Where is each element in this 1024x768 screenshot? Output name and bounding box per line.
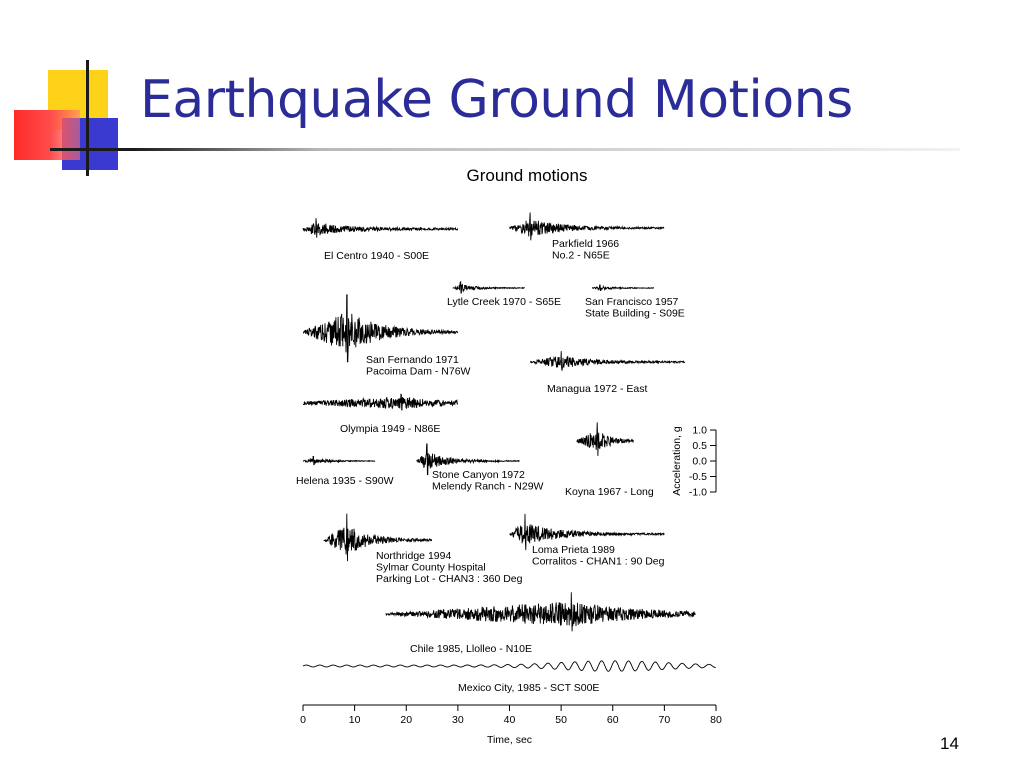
x-tick-label: 50 (555, 714, 567, 726)
trace-label-san-francisco: State Building - S09E (585, 308, 685, 320)
trace-label-chile: Chile 1985, Llolleo - N10E (410, 643, 532, 655)
slide-number: 14 (940, 734, 959, 753)
trace-helena (302, 455, 376, 466)
trace-label-loma-prieta: Corralitos - CHAN1 : 90 Deg (532, 556, 665, 568)
x-tick-label: 60 (607, 714, 619, 726)
chart-title: Ground motions (467, 166, 588, 185)
slide-title: Earthquake Ground Motions (140, 70, 853, 130)
trace-olympia (303, 393, 459, 411)
y-axis-label: Acceleration, g (671, 426, 683, 496)
trace-northridge (323, 513, 433, 562)
trace-el-centro (302, 218, 459, 238)
trace-san-fernando (302, 294, 459, 363)
trace-label-parkfield: No.2 - N65E (552, 250, 610, 262)
trace-koyna (576, 422, 634, 456)
x-tick-label: 0 (300, 714, 306, 726)
trace-label-loma-prieta: Loma Prieta 1989 (532, 544, 615, 556)
trace-label-helena: Helena 1935 - S90W (296, 475, 394, 487)
x-tick-label: 20 (400, 714, 412, 726)
x-tick-label: 10 (349, 714, 361, 726)
x-axis-label: Time, sec (487, 734, 532, 746)
trace-lytle-creek (452, 281, 525, 294)
title-decoration-vertical-rule (86, 60, 89, 176)
trace-group: El Centro 1940 - S00E Parkfield 1966No.2 … (296, 212, 716, 694)
trace-label-san-fernando: San Fernando 1971 (366, 354, 459, 366)
acceleration-scale-bar: 1.0 0.5 0.0 -0.5 -1.0 Acceleration, g (671, 425, 717, 499)
trace-label-olympia: Olympia 1949 - N86E (340, 423, 440, 435)
trace-stone-canyon (416, 443, 520, 476)
trace-label-stone-canyon: Melendy Ranch - N29W (432, 481, 544, 493)
trace-label-koyna: Koyna 1967 - Long (565, 486, 654, 498)
trace-label-northridge: Parking Lot - CHAN3 : 360 Deg (376, 573, 523, 585)
trace-loma-prieta (509, 513, 665, 551)
y-tick-label: -1.0 (689, 487, 707, 499)
y-tick-label: -0.5 (689, 471, 707, 483)
trace-label-northridge: Northridge 1994 (376, 550, 451, 562)
trace-label-san-francisco: San Francisco 1957 (585, 296, 679, 308)
trace-parkfield (509, 212, 665, 241)
time-axis: 0 10 20 30 40 50 60 70 80 Time, sec (300, 704, 722, 746)
trace-label-el-centro: El Centro 1940 - S00E (324, 250, 429, 262)
trace-label-parkfield: Parkfield 1966 (552, 238, 619, 250)
x-tick-label: 80 (710, 714, 722, 726)
y-tick-label: 0.0 (692, 456, 707, 468)
title-underline-rule (50, 148, 960, 151)
trace-managua (529, 351, 686, 371)
trace-label-stone-canyon: Stone Canyon 1972 (432, 469, 525, 481)
x-tick-label: 70 (659, 714, 671, 726)
y-tick-label: 1.0 (692, 425, 707, 437)
trace-san-francisco (592, 284, 655, 292)
trace-label-northridge: Sylmar County Hospital (376, 562, 486, 574)
trace-label-mexico-city: Mexico City, 1985 - SCT S00E (458, 682, 599, 694)
title-decoration-red-square (14, 110, 80, 160)
trace-mexico-city (302, 660, 716, 672)
trace-chile (385, 592, 696, 632)
trace-label-lytle-creek: Lytle Creek 1970 - S65E (447, 296, 561, 308)
x-tick-label: 30 (452, 714, 464, 726)
trace-label-san-fernando: Pacoima Dam - N76W (366, 366, 471, 378)
x-tick-label: 40 (504, 714, 516, 726)
trace-label-managua: Managua 1972 - East (547, 383, 647, 395)
y-tick-label: 0.5 (692, 440, 707, 452)
